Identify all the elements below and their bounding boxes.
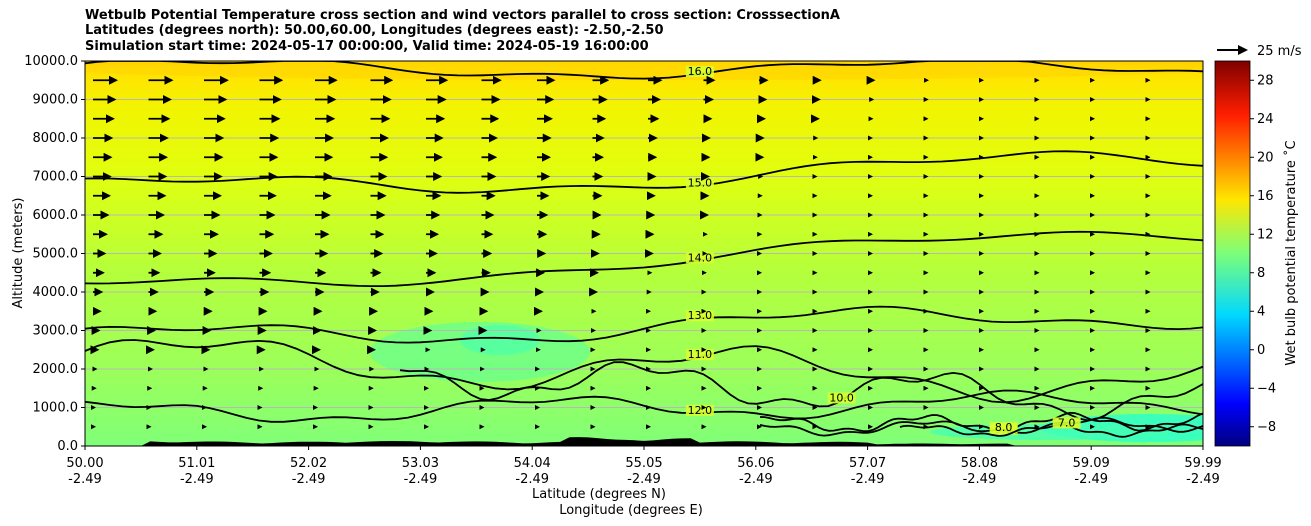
wind-vectors xyxy=(90,75,1151,430)
contour-label-12.0: 12.0 xyxy=(688,404,713,417)
x-tick-label-lat: 51.01 xyxy=(178,456,215,471)
colorbar-tick-label: 16 xyxy=(1257,189,1274,204)
colorbar-tick-label: −8 xyxy=(1257,420,1276,435)
y-tick-label: 8000.0 xyxy=(33,131,79,146)
x-tick-label-lat: 53.03 xyxy=(402,456,439,471)
x-tick-label-lon: -2.49 xyxy=(851,472,885,487)
y-tick-label: 6000.0 xyxy=(33,208,79,223)
colorbar-gradient xyxy=(1214,60,1251,447)
y-tick-label: 0.0 xyxy=(57,439,78,454)
colorbar: −8 −4 0 4 8 12 16 20 24 28 Wet bulb potential tem… xyxy=(1214,60,1299,447)
contour-label-13.0: 13.0 xyxy=(688,309,713,322)
contour-label-8.0: 8.0 xyxy=(995,421,1013,434)
x-tick-label-lon: -2.49 xyxy=(739,472,773,487)
contour-lines: 16.015.014.013.012.011.010.09.08.07.0 xyxy=(85,61,1203,438)
x-tick-label-lon: -2.49 xyxy=(404,472,438,487)
colorbar-tick-label: 20 xyxy=(1257,150,1274,165)
x-tick-label-lat: 59.09 xyxy=(1073,456,1110,471)
colorbar-tick-label: 12 xyxy=(1257,227,1274,242)
vector-key-label: 25 m/s xyxy=(1257,44,1302,59)
y-tick-label: 1000.0 xyxy=(33,401,79,416)
y-tick-label: 9000.0 xyxy=(33,93,79,108)
x-tick-label-lon: -2.49 xyxy=(68,472,102,487)
vector-key: 25 m/s xyxy=(1217,44,1302,59)
x-tick-label-lat: 56.06 xyxy=(737,456,774,471)
contour-label-bg xyxy=(685,404,714,416)
contour-label-16.0: 16.0 xyxy=(688,65,713,78)
x-tick-label-lat: 55.05 xyxy=(625,456,662,471)
colorbar-tick-label: 0 xyxy=(1257,343,1265,358)
contour-label-bg xyxy=(685,177,714,189)
y-axis: 0.0 1000.0 2000.0 3000.0 4000.0 5000.0 6000.0 7… xyxy=(24,54,85,454)
contour-label-bg xyxy=(1052,417,1081,429)
contour-line-12.0 xyxy=(85,389,1203,423)
x-tick-label-lat: 59.99 xyxy=(1184,456,1221,471)
plot-area: 16.015.014.013.012.011.010.09.08.07.0 xyxy=(85,61,1203,446)
contour-label-bg xyxy=(685,252,714,264)
colorbar-tick-label: 4 xyxy=(1257,304,1265,319)
y-tick-label: 10000.0 xyxy=(24,54,78,69)
y-tick-label: 2000.0 xyxy=(33,362,79,377)
contour-label-15.0: 15.0 xyxy=(688,177,713,190)
chart-title-line-3: Simulation start time: 2024-05-17 00:00:… xyxy=(85,39,649,54)
x-tick-label-lat: 58.08 xyxy=(961,456,998,471)
contour-label-bg xyxy=(685,310,714,322)
x-tick-label-lon: -2.49 xyxy=(292,472,326,487)
x-tick-label-lat: 52.02 xyxy=(290,456,327,471)
contour-label-10.0: 10.0 xyxy=(829,391,854,404)
colorbar-tick-label: −4 xyxy=(1257,381,1276,396)
x-tick-label-lon: -2.49 xyxy=(180,472,214,487)
x-tick-label-lat: 54.04 xyxy=(514,456,551,471)
contour-label-bg xyxy=(685,349,714,361)
contour-label-11.0: 11.0 xyxy=(688,348,713,361)
y-tick-label: 4000.0 xyxy=(33,285,79,300)
x-axis-title-latitude: Latitude (degrees N) xyxy=(532,487,666,502)
x-tick-label-lon: -2.49 xyxy=(1074,472,1108,487)
contour-label-bg xyxy=(685,66,714,78)
contour-label-14.0: 14.0 xyxy=(688,251,713,264)
colorbar-title: Wet bulb potential temperature ˚C xyxy=(1283,140,1299,365)
terrain-silhouette xyxy=(85,437,1203,446)
colorbar-tick-label: 28 xyxy=(1257,73,1274,88)
x-tick-label-lon: -2.49 xyxy=(515,472,549,487)
contour-label-bg xyxy=(989,422,1018,434)
x-axis: 50.00-2.4951.01-2.4952.02-2.4953.03-2.49… xyxy=(66,446,1222,487)
contour-label-7.0: 7.0 xyxy=(1058,416,1076,429)
contour-line-11.0 xyxy=(85,339,1203,404)
contour-line-10.0 xyxy=(399,361,1203,422)
y-axis-title: Altitude (meters) xyxy=(11,198,26,309)
warm-band-top xyxy=(85,61,1200,80)
contour-line-14.0 xyxy=(85,230,1203,287)
x-tick-label-lon: -2.49 xyxy=(627,472,661,487)
y-tick-label: 3000.0 xyxy=(33,324,79,339)
y-tick-label: 5000.0 xyxy=(33,247,79,262)
x-tick-label-lon: -2.49 xyxy=(1186,472,1220,487)
contour-line-8.0 xyxy=(759,416,1203,437)
contour-line-7.0 xyxy=(899,423,1203,438)
x-tick-label-lat: 50.00 xyxy=(66,456,103,471)
y-tick-label: 7000.0 xyxy=(33,170,79,185)
x-tick-label-lon: -2.49 xyxy=(963,472,997,487)
x-axis-title-longitude: Longitude (degrees E) xyxy=(559,503,703,518)
contour-label-bg xyxy=(827,392,856,404)
chart-title-line-2: Latitudes (degrees north): 50.00,60.00, … xyxy=(85,23,664,38)
contour-line-13.0 xyxy=(85,305,1203,344)
colorbar-ticks: −8 −4 0 4 8 12 16 20 24 28 xyxy=(1250,73,1276,435)
colorbar-tick-label: 24 xyxy=(1257,112,1274,127)
colorbar-tick-label: 8 xyxy=(1257,266,1265,281)
chart-title-line-1: Wetbulb Potential Temperature cross sect… xyxy=(85,8,840,23)
x-tick-label-lat: 57.07 xyxy=(849,456,886,471)
